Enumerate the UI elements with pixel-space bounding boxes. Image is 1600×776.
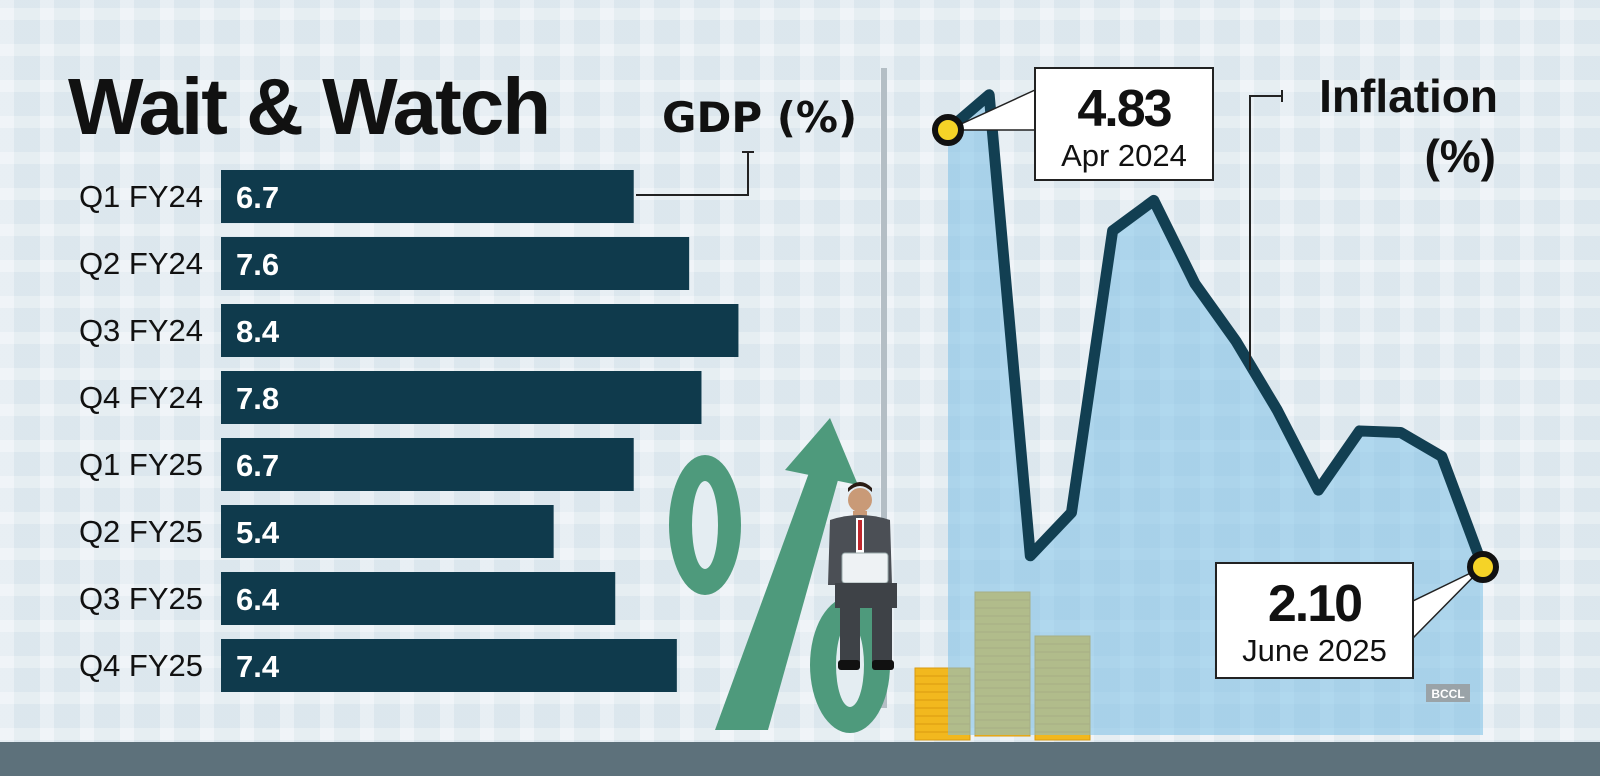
gdp-label: GDP (%) (662, 93, 857, 142)
bar-value-label: 5.4 (236, 515, 280, 550)
bar-category-label: Q1 FY24 (79, 179, 203, 214)
bar-value-label: 7.8 (236, 381, 279, 416)
annotation-label: June 2025 (1242, 633, 1387, 668)
chart-title: Wait & Watch (68, 62, 549, 151)
gdp-bar (221, 371, 702, 424)
annotation-value: 4.83 (1077, 80, 1171, 138)
inflation-point (1151, 198, 1156, 203)
person-leg (872, 605, 892, 663)
person-head (848, 488, 872, 512)
watermark-box (1426, 684, 1470, 702)
bar-value-label: 7.4 (236, 649, 280, 684)
inflation-point (1069, 510, 1074, 515)
inflation-point (987, 92, 992, 97)
annotation-box (1215, 562, 1414, 679)
person-illustration (828, 482, 897, 670)
inflation-unit: (%) (1424, 130, 1496, 182)
bar-category-label: Q2 FY24 (79, 246, 203, 281)
inflation-point (1110, 228, 1115, 233)
bar-category-label: Q3 FY25 (79, 581, 203, 616)
inflation-point (1275, 408, 1280, 413)
inflation-point (1439, 454, 1444, 459)
watermark: BCCL (1431, 687, 1464, 701)
gdp-bar (221, 438, 634, 491)
bar-category-label: Q4 FY24 (79, 380, 203, 415)
bottom-strip (0, 742, 1600, 776)
gdp-bar (221, 304, 739, 357)
inflation-point (1028, 553, 1033, 558)
inflation-line (942, 89, 1489, 573)
gdp-bar (221, 505, 554, 558)
divider (881, 68, 887, 708)
person-neck (853, 511, 867, 517)
gdp-bar (221, 237, 690, 290)
gdp-bar (221, 572, 616, 625)
bar-value-label: 6.4 (236, 582, 280, 617)
arrow-head (785, 418, 858, 485)
bar-category-label: Q3 FY24 (79, 313, 203, 348)
person-shoe (838, 660, 860, 670)
annotation-value: 2.10 (1268, 575, 1361, 633)
coin (914, 731, 971, 741)
inflation-point (1398, 430, 1403, 435)
arrow-shaft (715, 470, 838, 730)
bar-category-label: Q4 FY25 (79, 648, 203, 683)
inflation-point (1192, 281, 1197, 286)
bar-value-label: 6.7 (236, 448, 279, 483)
person-lap (835, 583, 897, 608)
annotation-marker (932, 114, 964, 146)
bar-category-label: Q2 FY25 (79, 514, 203, 549)
inflation-point (1316, 488, 1321, 493)
annotation-marker (1467, 551, 1499, 583)
person-hair (848, 482, 872, 492)
annotation-label: Apr 2024 (1061, 138, 1187, 173)
bar-category-label: Q1 FY25 (79, 447, 203, 482)
gdp-bar (221, 170, 634, 223)
bar-value-label: 8.4 (236, 314, 280, 349)
inflation-point (1357, 428, 1362, 433)
bar-value-label: 7.6 (236, 247, 279, 282)
person-shoe (872, 660, 894, 670)
inflation-point (1234, 339, 1239, 344)
gdp-bars: Q1 FY24 6.7 Q2 FY24 7.6 Q3 FY24 8.4 Q4 FY24 7.8… (79, 170, 739, 692)
annotation-box (1034, 67, 1214, 181)
laptop (841, 552, 889, 584)
bar-value-label: 6.7 (236, 180, 279, 215)
inflation-title: Inflation (1319, 70, 1498, 122)
percent-circle-top-hole (692, 481, 718, 569)
person-leg (840, 605, 860, 663)
gdp-label-leader (636, 152, 749, 196)
gdp-bar (221, 639, 677, 692)
inflation-label-leader (1249, 95, 1282, 370)
person-tie (858, 520, 862, 550)
